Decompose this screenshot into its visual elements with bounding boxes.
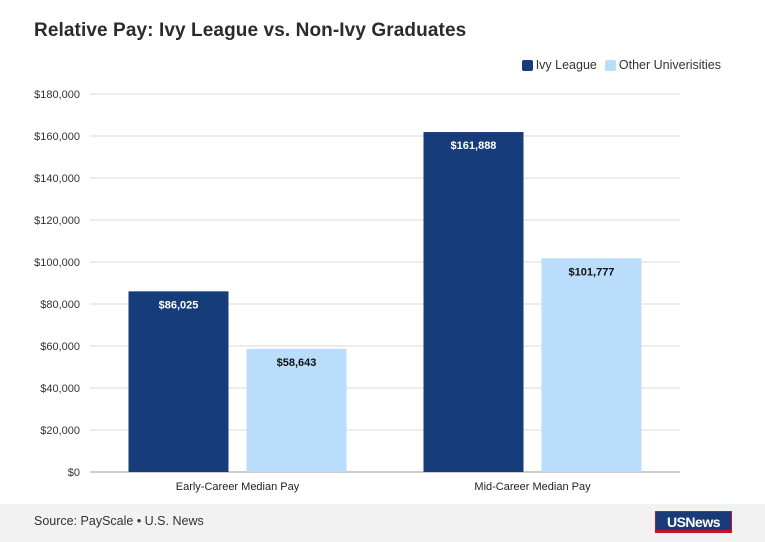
legend-swatch-other-universities bbox=[604, 59, 616, 71]
logo-text: USNews bbox=[666, 514, 721, 530]
y-tick-label: $80,000 bbox=[40, 299, 80, 311]
data-label: $101,777 bbox=[569, 266, 615, 278]
us-news-logo: USNews bbox=[655, 511, 732, 533]
data-label: $58,643 bbox=[277, 357, 317, 369]
legend-label-ivy-league: Ivy League bbox=[535, 58, 597, 72]
y-tick-label: $160,000 bbox=[34, 131, 80, 143]
legend-label-other-universities: Other Univerisities bbox=[618, 58, 721, 72]
y-tick-label: $40,000 bbox=[40, 383, 80, 395]
legend-item-ivy-league: Ivy League bbox=[521, 58, 597, 72]
y-tick-label: $100,000 bbox=[34, 257, 80, 269]
x-tick-label: Mid-Career Median Pay bbox=[474, 481, 591, 493]
bar-ivy-league-mid-career bbox=[423, 132, 524, 472]
x-tick-label: Early-Career Median Pay bbox=[176, 481, 300, 493]
bar-other-universities-mid-career bbox=[541, 258, 642, 472]
bar-other-universities-early-career bbox=[246, 348, 347, 472]
y-tick-label: $60,000 bbox=[40, 341, 80, 353]
y-tick-label: $120,000 bbox=[34, 215, 80, 227]
chart-title: Relative Pay: Ivy League vs. Non-Ivy Gra… bbox=[34, 20, 467, 41]
bar-chart: $0 $20,000 $40,000 $60,000 $80,000 $100,000 $1… bbox=[34, 89, 680, 493]
bar-ivy-league-early-career bbox=[128, 291, 229, 472]
source-text: Source: PayScale • U.S. News bbox=[34, 514, 204, 528]
chart-legend: Ivy League Other Univerisities bbox=[521, 58, 721, 72]
data-label: $161,888 bbox=[451, 140, 497, 152]
y-tick-label: $180,000 bbox=[34, 89, 80, 101]
y-tick-label: $20,000 bbox=[40, 425, 80, 437]
legend-swatch-ivy-league bbox=[521, 59, 533, 71]
logo-stripe bbox=[656, 530, 731, 532]
y-tick-label: $140,000 bbox=[34, 173, 80, 185]
legend-item-other-universities: Other Univerisities bbox=[604, 58, 721, 72]
footer: Source: PayScale • U.S. News USNews bbox=[0, 504, 765, 542]
data-label: $86,025 bbox=[159, 299, 199, 311]
y-tick-label: $0 bbox=[68, 467, 80, 479]
